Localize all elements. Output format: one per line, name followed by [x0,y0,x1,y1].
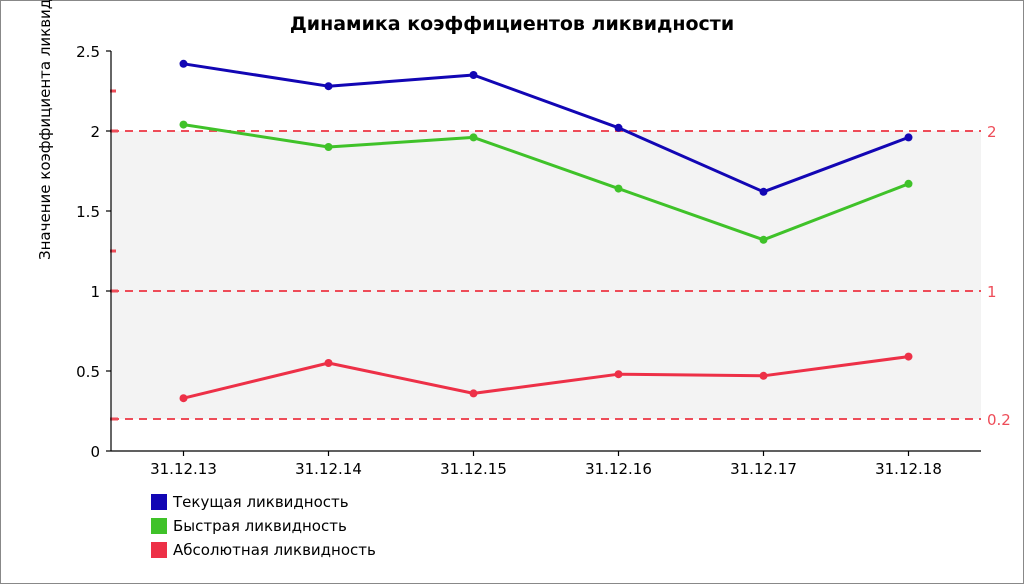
legend-swatch [151,494,167,510]
x-tick-label: 31.12.16 [579,460,659,478]
x-tick-label: 31.12.13 [144,460,224,478]
chart-legend: Текущая ликвидность Быстрая ликвидность Аб… [151,491,376,561]
y-tick-label: 2.5 [76,43,100,61]
x-tick-label: 31.12.18 [869,460,949,478]
legend-swatch [151,542,167,558]
legend-swatch [151,518,167,534]
legend-label: Текущая ликвидность [173,493,349,511]
y-tick-label: 1 [90,283,100,301]
x-tick-label: 31.12.17 [724,460,804,478]
y-tick-label: 1.5 [76,203,100,221]
legend-label: Абсолютная ликвидность [173,541,376,559]
y-tick-label: 0 [90,443,100,461]
reference-line-label: 1 [987,283,997,301]
legend-item: Текущая ликвидность [151,491,376,513]
y-tick-label: 2 [90,123,100,141]
legend-item: Быстрая ликвидность [151,515,376,537]
reference-line-label: 2 [987,123,997,141]
y-tick-label: 0.5 [76,363,100,381]
legend-item: Абсолютная ликвидность [151,539,376,561]
x-tick-label: 31.12.15 [434,460,514,478]
reference-line-label: 0.2 [987,411,1011,429]
legend-label: Быстрая ликвидность [173,517,347,535]
x-tick-label: 31.12.14 [289,460,369,478]
chart-frame: Динамика коэффициентов ликвидности Значе… [0,0,1024,584]
